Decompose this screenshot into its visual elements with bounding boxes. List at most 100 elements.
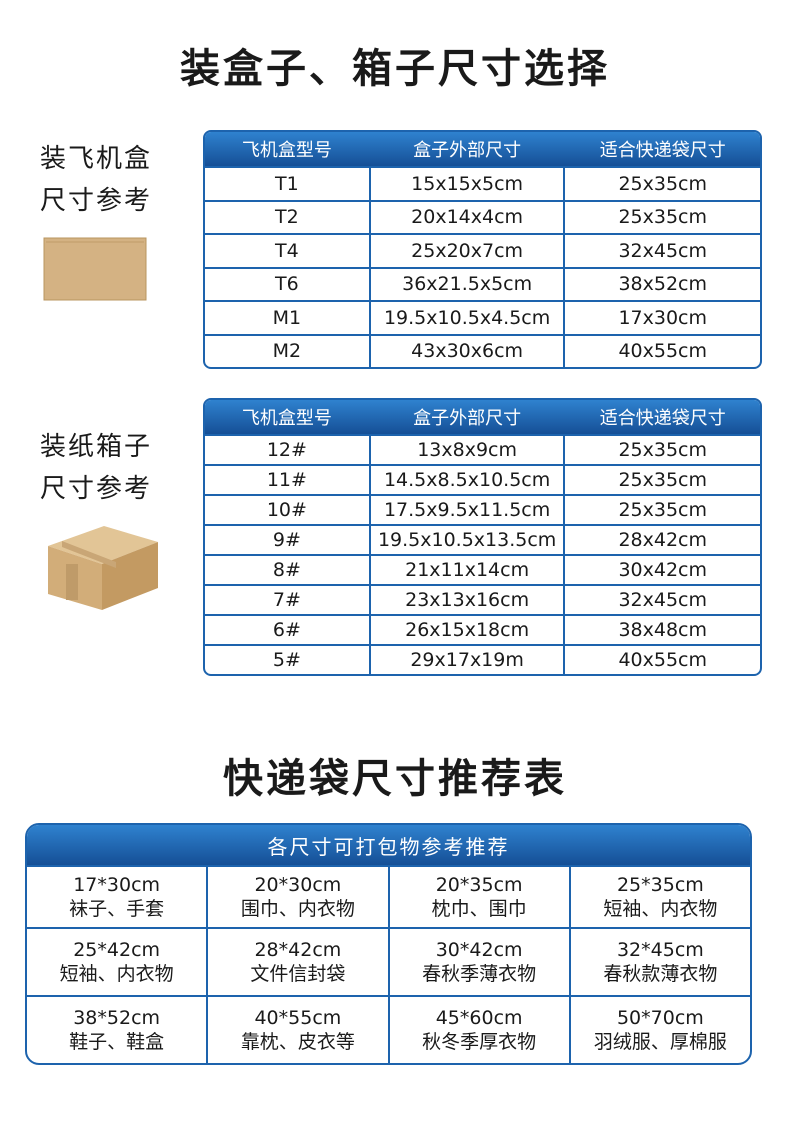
table-cell: T2	[275, 206, 299, 229]
table-cell: T4	[275, 239, 299, 262]
table-cell: 43x30x6cm	[368, 335, 564, 367]
bag-items: 文件信封袋	[250, 963, 346, 985]
recommend-cell: 20*35cm 枕巾、围巾	[387, 867, 569, 927]
bag-items: 袜子、手套	[69, 898, 165, 920]
bag-size: 20*30cm	[254, 874, 342, 896]
table-row: M2 43x30x6cm 40x55cm	[205, 333, 760, 367]
label-line: 尺寸参考	[40, 474, 153, 504]
bag-size: 17*30cm	[73, 874, 161, 896]
bag-items: 羽绒服、厚棉服	[593, 1031, 727, 1053]
table-row: 5# 29x17x19m 40x55cm	[205, 644, 760, 674]
header-cell: 飞机盒型号	[241, 140, 332, 161]
recommend-cell: 30*42cm 春秋季薄衣物	[387, 929, 569, 995]
label-line: 装飞机盒	[40, 144, 153, 174]
bag-size: 28*42cm	[254, 939, 342, 961]
bag-items: 短袖、内衣物	[603, 898, 718, 920]
table-cell: 6#	[272, 619, 301, 641]
table-cell: 7#	[272, 589, 301, 611]
table-cell: 25x35cm	[563, 466, 760, 494]
recommend-cell: 40*55cm 靠枕、皮衣等	[206, 997, 387, 1063]
bag-size: 40*55cm	[254, 1007, 342, 1029]
table-cell: 40x55cm	[563, 646, 760, 674]
recommend-title: 快递袋尺寸推荐表	[223, 756, 567, 802]
table-cell: 19.5x10.5x4.5cm	[368, 302, 564, 334]
table-cell: 19.5x10.5x13.5cm	[368, 526, 564, 554]
size-table: 飞机盒型号 盒子外部尺寸 适合快递袋尺寸 T1 15x15x5cm 25x35cm T2 20…	[203, 130, 762, 369]
table-cell: 17.5x9.5x11.5cm	[368, 496, 564, 524]
table-cell: 25x35cm	[563, 168, 760, 200]
table-cell: 40x55cm	[563, 335, 760, 367]
table-row: M1 19.5x10.5x4.5cm 17x30cm	[205, 300, 760, 334]
table-cell: 32x45cm	[563, 235, 760, 267]
table-cell: 14.5x8.5x10.5cm	[368, 466, 564, 494]
table-cell: 38x48cm	[563, 616, 760, 644]
header-cell: 飞机盒型号	[241, 408, 332, 429]
table-cell: M1	[272, 306, 302, 329]
recommend-row: 25*42cm 短袖、内衣物 28*42cm 文件信封袋 30*42cm 春秋季薄衣物 32…	[27, 927, 750, 995]
table-cell: 26x15x18cm	[368, 616, 564, 644]
bag-size: 25*42cm	[73, 939, 161, 961]
header-cell: 盒子外部尺寸	[413, 140, 522, 161]
bag-items: 短袖、内衣物	[59, 963, 174, 985]
table-row: T4 25x20x7cm 32x45cm	[205, 233, 760, 267]
recommend-cell: 32*45cm 春秋款薄衣物	[568, 929, 750, 995]
table-cell: 28x42cm	[563, 526, 760, 554]
table-cell: 25x35cm	[563, 496, 760, 524]
recommend-header: 各尺寸可打包物参考推荐	[27, 825, 750, 865]
recommend-row: 38*52cm 鞋子、鞋盒 40*55cm 靠枕、皮衣等 45*60cm 秋冬季厚衣物 50…	[27, 995, 750, 1063]
recommend-cell: 25*42cm 短袖、内衣物	[27, 929, 206, 995]
flat-box-illustration	[43, 237, 147, 301]
recommend-cell: 20*30cm 围巾、内衣物	[206, 867, 387, 927]
header-cell: 适合快递袋尺寸	[599, 140, 726, 161]
bag-size: 32*45cm	[616, 939, 704, 961]
page-title: 装盒子、箱子尺寸选择	[180, 46, 610, 92]
section-label: 装纸箱子 尺寸参考	[40, 426, 152, 510]
label-line: 尺寸参考	[40, 186, 153, 216]
carton-illustration	[48, 526, 158, 610]
table-cell: 21x11x14cm	[368, 556, 564, 584]
table-cell: 29x17x19m	[368, 646, 564, 674]
bag-items: 秋冬季厚衣物	[422, 1031, 537, 1053]
bag-items: 围巾、内衣物	[240, 898, 355, 920]
table-cell: 32x45cm	[563, 586, 760, 614]
table-cell: 8#	[272, 559, 301, 581]
bag-items: 春秋季薄衣物	[422, 963, 537, 985]
table-cell: 25x35cm	[563, 201, 760, 233]
table-row: T1 15x15x5cm 25x35cm	[205, 166, 760, 200]
section-label: 装飞机盒 尺寸参考	[40, 138, 152, 222]
table-cell: 9#	[272, 529, 301, 551]
table-row: 12# 13x8x9cm 25x35cm	[205, 434, 760, 464]
table-cell: M2	[272, 340, 302, 363]
bag-items: 枕巾、围巾	[431, 898, 527, 920]
table-cell: 25x35cm	[563, 436, 760, 464]
recommend-cell: 45*60cm 秋冬季厚衣物	[387, 997, 569, 1063]
label-line: 装纸箱子	[40, 432, 153, 462]
table-cell: 38x52cm	[563, 268, 760, 300]
table-row: T6 36x21.5x5cm 38x52cm	[205, 266, 760, 300]
table-cell: 17x30cm	[563, 302, 760, 334]
table-row: 11# 14.5x8.5x10.5cm 25x35cm	[205, 464, 760, 494]
bag-items: 靠枕、皮衣等	[240, 1031, 355, 1053]
table-cell: 13x8x9cm	[368, 436, 564, 464]
bag-size: 25*35cm	[616, 874, 704, 896]
table-row: 6# 26x15x18cm 38x48cm	[205, 614, 760, 644]
table-cell: 11#	[266, 469, 307, 491]
table-row: 9# 19.5x10.5x13.5cm 28x42cm	[205, 524, 760, 554]
table-cell: 23x13x16cm	[368, 586, 564, 614]
table-row: 10# 17.5x9.5x11.5cm 25x35cm	[205, 494, 760, 524]
bag-size: 38*52cm	[73, 1007, 161, 1029]
bag-size: 30*42cm	[435, 939, 523, 961]
table-header-row: 飞机盒型号 盒子外部尺寸 适合快递袋尺寸	[205, 132, 760, 166]
table-row: 7# 23x13x16cm 32x45cm	[205, 584, 760, 614]
bag-size: 45*60cm	[435, 1007, 523, 1029]
bag-items: 春秋款薄衣物	[603, 963, 718, 985]
table-cell: 15x15x5cm	[368, 168, 564, 200]
recommend-table: 各尺寸可打包物参考推荐 17*30cm 袜子、手套 20*30cm 围巾、内衣物 20*3…	[25, 823, 752, 1065]
table-cell: 10#	[266, 499, 307, 521]
recommend-cell: 28*42cm 文件信封袋	[206, 929, 387, 995]
bag-size: 50*70cm	[616, 1007, 704, 1029]
bag-size: 20*35cm	[435, 874, 523, 896]
recommend-cell: 25*35cm 短袖、内衣物	[568, 867, 750, 927]
table-cell: 5#	[272, 649, 301, 671]
